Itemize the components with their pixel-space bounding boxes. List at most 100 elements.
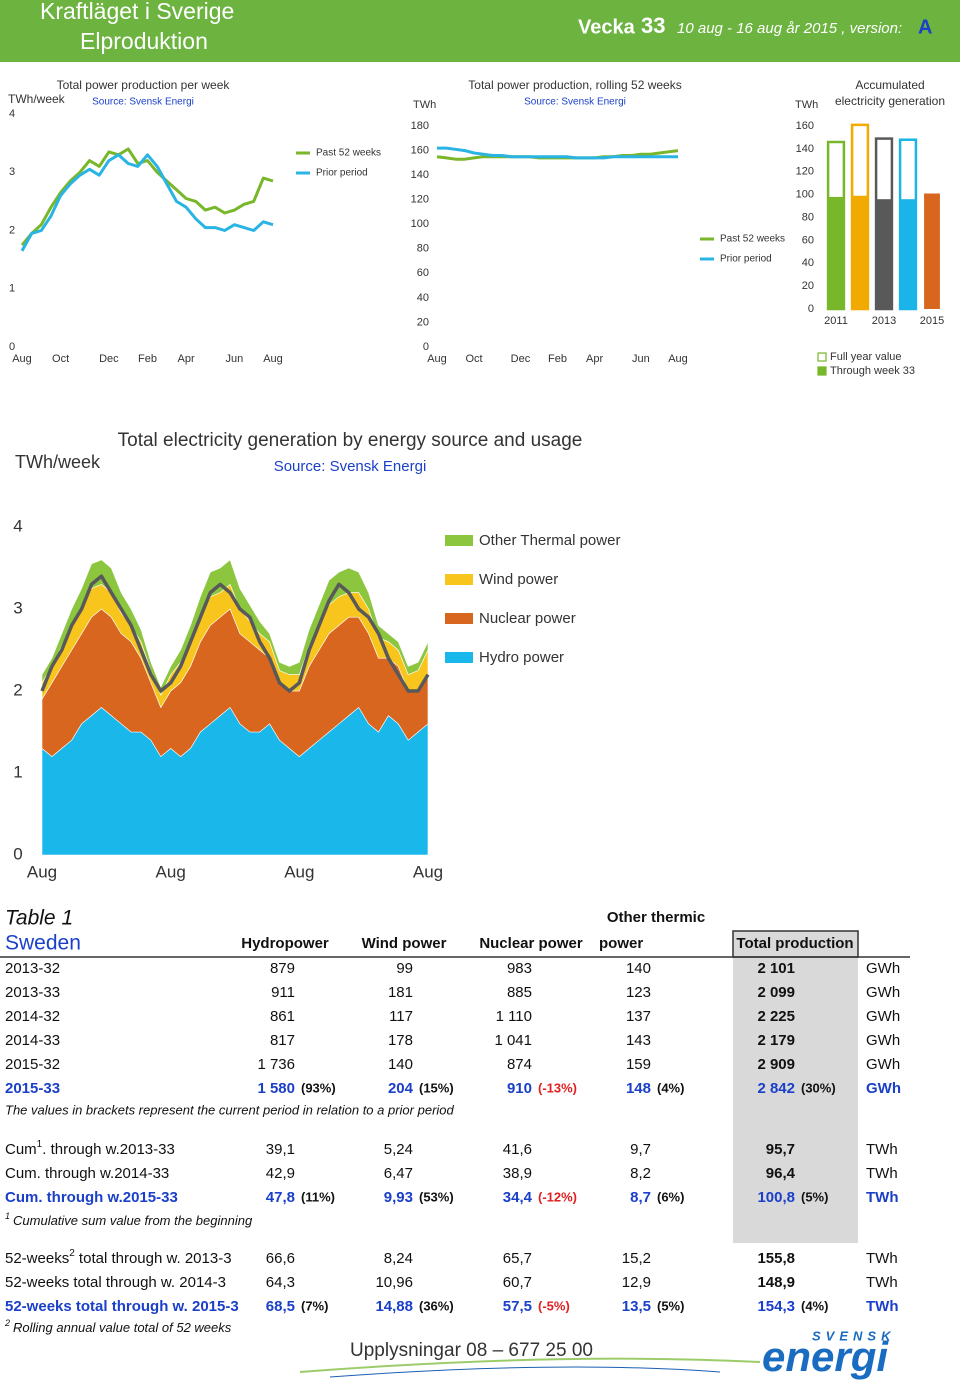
footnote-text: Cumulative sum value from the beginning bbox=[13, 1213, 253, 1228]
table-cell: 13,5 bbox=[622, 1298, 651, 1315]
y-axis-label: TWh bbox=[413, 99, 436, 111]
table-cell: 817 bbox=[270, 1032, 295, 1049]
y-tick-label: 60 bbox=[802, 234, 814, 246]
table-change: (15%) bbox=[419, 1080, 454, 1095]
header-band bbox=[0, 0, 960, 62]
row-label-sup: 1 bbox=[37, 1139, 43, 1150]
y-tick-label: 1 bbox=[9, 283, 15, 295]
y-tick-label: 4 bbox=[9, 108, 15, 120]
table-cell: 9,7 bbox=[630, 1141, 651, 1158]
table-country: Sweden bbox=[5, 932, 81, 955]
x-tick-label: 2011 bbox=[824, 315, 848, 327]
total-header-box bbox=[732, 930, 859, 958]
table-cell: 2 099 bbox=[757, 984, 795, 1001]
legend-swatch bbox=[445, 535, 473, 546]
row-label-text: Cum bbox=[5, 1141, 37, 1158]
row-unit: GWh bbox=[866, 1080, 901, 1097]
x-tick-label: Oct bbox=[52, 353, 69, 365]
x-tick-label: Jun bbox=[632, 353, 650, 365]
table-cell: 42,9 bbox=[266, 1165, 295, 1182]
y-tick-label: 0 bbox=[808, 303, 814, 315]
table-change: (-12%) bbox=[538, 1189, 577, 1204]
series-area bbox=[41, 706, 429, 856]
x-tick-label: Apr bbox=[586, 353, 603, 365]
table-cell: 154,3 bbox=[757, 1298, 795, 1315]
version: A bbox=[918, 16, 932, 38]
bar bbox=[924, 193, 940, 309]
legend-swatch bbox=[817, 352, 827, 362]
row-label-text: . through w.2013-33 bbox=[42, 1141, 175, 1158]
table-change: (5%) bbox=[801, 1189, 828, 1204]
week-label: Vecka bbox=[578, 16, 636, 38]
y-tick-label: 80 bbox=[417, 243, 429, 255]
x-tick-label: 2015 bbox=[920, 315, 944, 327]
table-cell: 2 101 bbox=[757, 960, 795, 977]
legend-label: Hydro power bbox=[479, 649, 564, 666]
row-label-text: Cum. through w.2014-33 bbox=[5, 1165, 169, 1182]
y-tick-label: 140 bbox=[411, 169, 429, 181]
footnote: 2 Rolling annual value total of 52 weeks bbox=[4, 1318, 232, 1335]
row-label-text: 2015-32 bbox=[5, 1056, 60, 1073]
table-cell: 983 bbox=[507, 960, 532, 977]
x-tick-label: Feb bbox=[548, 353, 567, 365]
y-axis-label: TWh/week bbox=[8, 92, 66, 106]
column-header: Total production bbox=[736, 935, 853, 952]
legend-swatch bbox=[445, 652, 473, 663]
table-cell: 66,6 bbox=[266, 1250, 295, 1267]
table-change: (30%) bbox=[801, 1080, 836, 1095]
y-tick-label: 20 bbox=[802, 280, 814, 292]
x-tick-label: Aug bbox=[12, 353, 32, 365]
legend-swatch bbox=[445, 613, 473, 624]
y-tick-label: 2 bbox=[9, 224, 15, 236]
series-line bbox=[40, 574, 430, 693]
y-tick-label: 40 bbox=[417, 292, 429, 304]
x-tick-label: Aug bbox=[668, 353, 688, 365]
table-change: (5%) bbox=[657, 1298, 684, 1313]
x-tick-label: Aug bbox=[284, 862, 314, 881]
y-tick-label: 3 bbox=[9, 166, 15, 178]
table-change: (11%) bbox=[301, 1189, 335, 1204]
row-unit: TWh bbox=[866, 1141, 898, 1158]
series-line bbox=[20, 147, 274, 247]
x-tick-label: 2013 bbox=[872, 315, 896, 327]
legend-label: Wind power bbox=[479, 571, 558, 588]
x-tick-label: Aug bbox=[27, 862, 57, 881]
table-note: The values in brackets represent the cur… bbox=[5, 1102, 455, 1117]
row-label-text: 2014-32 bbox=[5, 1008, 60, 1025]
table-cell: 8,24 bbox=[384, 1250, 413, 1267]
column-header: Wind power bbox=[362, 935, 447, 952]
table-cell: 137 bbox=[626, 1008, 651, 1025]
x-tick-label: Aug bbox=[427, 353, 447, 365]
legend-label: Full year value bbox=[830, 351, 902, 363]
row-label-text: 2013-32 bbox=[5, 960, 60, 977]
table-cell: 10,96 bbox=[375, 1274, 413, 1291]
row-unit: GWh bbox=[866, 1008, 900, 1025]
table-cell: 148 bbox=[626, 1080, 651, 1097]
table-change: (53%) bbox=[419, 1189, 454, 1204]
series-line bbox=[437, 146, 678, 160]
row-unit: TWh bbox=[866, 1274, 898, 1291]
x-tick-label: Aug bbox=[156, 862, 186, 881]
table-cell: 15,2 bbox=[622, 1250, 651, 1267]
table-cell: 95,7 bbox=[766, 1141, 795, 1158]
footer-contact: Upplysningar 08 – 677 25 00 bbox=[350, 1340, 593, 1361]
table-cell: 12,9 bbox=[622, 1274, 651, 1291]
table-cell: 117 bbox=[389, 1008, 413, 1025]
row-label-text: 52-weeks total through w. 2014-3 bbox=[5, 1274, 226, 1291]
table-cell: 99 bbox=[396, 960, 413, 977]
y-tick-label: 120 bbox=[411, 194, 429, 206]
row-label: Cum. through w.2015-33 bbox=[5, 1189, 178, 1206]
table-cell: 9,93 bbox=[384, 1189, 413, 1206]
table-cell: 911 bbox=[271, 984, 295, 1001]
legend-label: Past 52 weeks bbox=[316, 148, 381, 159]
legend-label: Prior period bbox=[720, 254, 772, 265]
table-cell: 204 bbox=[388, 1080, 414, 1097]
column-header: Nuclear power bbox=[479, 935, 583, 952]
y-tick-label: 160 bbox=[411, 144, 429, 156]
logo-swoosh bbox=[329, 1366, 721, 1378]
bar bbox=[852, 195, 868, 309]
chart-subtitle: Source: Svensk Energi bbox=[524, 97, 626, 108]
legend-label: Other Thermal power bbox=[479, 532, 620, 549]
row-label-text: total through w. 2013-3 bbox=[75, 1250, 232, 1267]
